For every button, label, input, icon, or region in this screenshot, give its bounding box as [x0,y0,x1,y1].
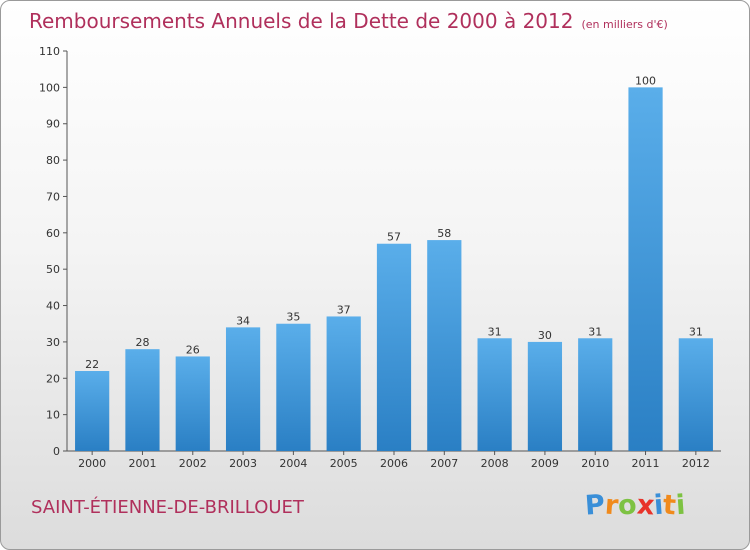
bar-value-label: 28 [135,336,149,349]
unit-label: (en milliers d'€) [581,18,668,31]
y-tick-label: 70 [46,190,60,203]
x-tick-label: 2011 [632,457,660,470]
x-tick-label: 2007 [430,457,458,470]
x-tick-label: 2000 [78,457,106,470]
bar [376,243,412,451]
x-tick-label: 2006 [380,457,408,470]
x-tick-label: 2010 [581,457,609,470]
bar [276,323,311,451]
bar [75,371,110,451]
y-tick-label: 100 [39,81,60,94]
bar [578,338,613,451]
bar-value-label: 31 [488,325,502,338]
y-tick-label: 60 [46,227,60,240]
bar [427,240,462,451]
bar-value-label: 31 [588,325,602,338]
bar-value-label: 31 [689,325,703,338]
chart-bars: 22 28 26 34 35 37 57 58 31 30 31 100 31 [75,74,713,451]
bar [326,316,361,451]
logo-letter: o [617,489,638,522]
x-tick-label: 2008 [481,457,509,470]
x-tick-label: 2012 [682,457,710,470]
chart-axes: 0 10 20 30 40 50 60 70 80 90 100 110 2000 2001 2002 200… [39,45,721,470]
bar [628,87,663,451]
title-text: Remboursements Annuels de la Dette de 20… [29,9,574,33]
y-tick-label: 110 [39,45,60,58]
y-tick-label: 30 [46,336,60,349]
commune-name: SAINT-ÉTIENNE-DE-BRILLOUET [31,497,304,518]
bar-value-label: 58 [437,227,451,240]
y-tick-label: 50 [46,263,60,276]
bar-value-label: 37 [337,303,351,316]
bar-value-label: 30 [538,329,552,342]
x-tick-label: 2001 [128,457,156,470]
chart-title: Remboursements Annuels de la Dette de 20… [29,9,668,33]
y-tick-label: 0 [53,445,60,458]
y-tick-label: 20 [46,372,60,385]
y-tick-label: 90 [46,118,60,131]
x-tick-label: 2002 [179,457,207,470]
logo-letter: i [675,489,687,522]
bar-value-label: 26 [186,343,200,356]
x-tick-label: 2003 [229,457,257,470]
bar [175,356,210,451]
logo-letter: P [583,489,606,522]
bar [225,327,261,451]
y-tick-label: 40 [46,300,60,313]
bar [477,338,512,451]
y-tick-label: 10 [46,409,60,422]
bar-value-label: 22 [85,358,99,371]
bar [125,349,160,451]
y-tick-label: 80 [46,154,60,167]
x-tick-label: 2005 [330,457,358,470]
bar-value-label: 100 [635,74,656,87]
x-tick-label: 2004 [279,457,307,470]
proxiti-logo: Proxiti [583,489,687,522]
bar [527,341,563,451]
x-tick-label: 2009 [531,457,559,470]
bar-value-label: 34 [236,314,250,327]
bar-value-label: 57 [387,231,401,244]
bar-value-label: 35 [286,311,300,324]
bar [678,338,713,451]
